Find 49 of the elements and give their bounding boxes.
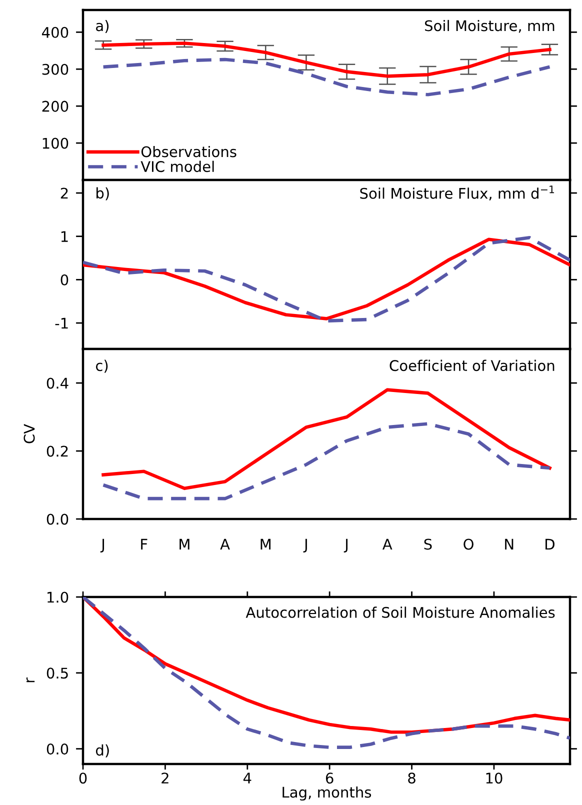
x-tick-label: O [464,538,474,550]
x-tick-label: F [141,538,148,550]
y-tick-label: 0.0 [46,514,68,525]
legend-label: Observations [141,146,236,158]
y-tick-label: -1 [55,318,68,329]
x-tick-label: A [382,538,392,550]
x-tick-label: 4 [243,772,252,784]
x-tick-label: 2 [162,772,168,784]
line-series [102,42,552,78]
x-tick-label: M [180,538,190,550]
x-tick-label: M [260,538,270,550]
y-axis-title: CV [24,424,35,444]
x-tick-label: 10 [486,772,502,784]
x-tick-label: J [303,538,307,552]
y-tick-label: 0 [60,274,68,286]
annotation: a) [96,20,109,33]
x-tick-label: N [505,538,514,550]
line-series [102,58,552,96]
y-tick-label: 0.0 [46,744,68,755]
legend-label: VIC model [140,160,214,172]
annotation: c) [96,360,108,373]
y-tick-label: 200 [42,100,68,112]
y-tick-label: 400 [42,26,68,38]
x-tick-label: D [546,538,554,550]
text: Autocorrelation of Soil Moisture Anomalies [246,606,555,618]
text: Soil Moisture, mm [425,20,554,33]
y-tick-label: 0.5 [46,668,68,679]
line-series [102,422,552,500]
x-tick-label: J [344,538,348,552]
annotation: d) [96,744,109,758]
y-tick-label: 2 [60,188,68,199]
x-tick-label: 8 [408,772,416,784]
y-tick-label: 0.2 [46,446,68,457]
line-series [102,388,552,490]
chart-title: Soil Moisture Flux, mm d$^{−1}$ [360,186,554,200]
y-tick-label: 100 [42,138,68,149]
y-axis-title: r [26,678,35,682]
y-tick-label: 1.0 [48,592,68,603]
x-tick-label: 6 [326,772,334,784]
x-tick-label: J [100,538,104,552]
x-tick-label: A [220,538,230,550]
text: Coefficient of Variation [390,360,554,372]
y-tick-label: 1 [61,231,68,242]
y-tick-label: 0.4 [46,378,68,389]
x-tick-label: 0 [79,772,87,784]
x-tick-label: S [424,538,432,550]
annotation: b) [96,187,109,200]
x-axis-title: Lag, months [282,786,372,801]
y-tick-label: 300 [42,64,68,75]
